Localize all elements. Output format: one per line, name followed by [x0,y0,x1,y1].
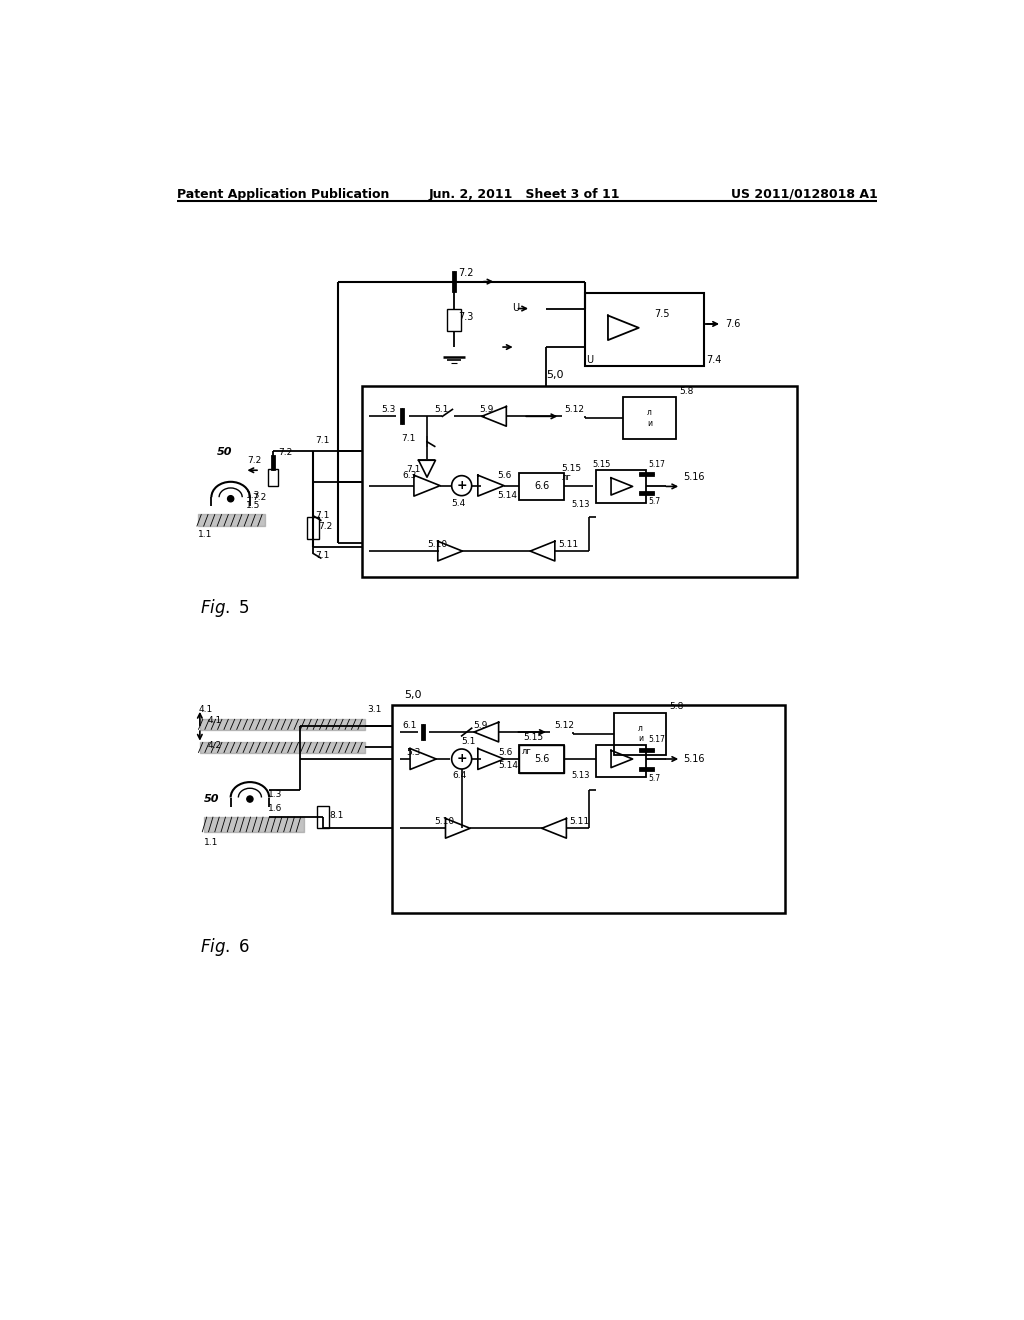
Bar [519,473,564,500]
Text: 5.13: 5.13 [571,500,590,510]
Text: 5.10: 5.10 [427,540,447,549]
Text: 6.4: 6.4 [453,771,467,780]
Text: 5.6: 5.6 [499,747,513,756]
Text: 7.1: 7.1 [315,552,330,560]
Text: 4.2: 4.2 [208,741,221,750]
Text: 5.10: 5.10 [435,817,455,826]
Text: 1.3: 1.3 [246,491,260,500]
Text: 5,0: 5,0 [547,370,564,380]
Bar [585,293,705,367]
Text: 5.17: 5.17 [648,459,665,469]
Text: $\mathit{Fig.}\ 5$: $\mathit{Fig.}\ 5$ [200,598,250,619]
Text: 5.6: 5.6 [535,754,550,764]
Text: Jun. 2, 2011   Sheet 3 of 11: Jun. 2, 2011 Sheet 3 of 11 [429,187,621,201]
Text: 3.1: 3.1 [368,705,382,714]
Text: 7.2: 7.2 [248,455,262,465]
Text: 7.6: 7.6 [725,319,740,329]
Text: 7.1: 7.1 [407,465,421,474]
Bar [519,744,564,774]
Circle shape [247,796,253,803]
Text: U: U [512,304,519,313]
Text: 50: 50 [217,447,232,457]
Text: 5.13: 5.13 [571,771,590,780]
Text: 5.14: 5.14 [499,762,518,771]
Text: 1.1: 1.1 [199,529,213,539]
Text: л
и: л и [647,408,652,428]
Text: 5.16: 5.16 [683,755,705,764]
Bar [614,713,667,755]
Bar [624,397,676,440]
Text: 6.6: 6.6 [535,482,549,491]
Text: л
и: л и [638,723,643,743]
Text: 5.17: 5.17 [648,735,665,743]
Text: 7.3: 7.3 [459,313,474,322]
Bar [596,744,646,777]
Text: 5.14: 5.14 [497,491,517,500]
Text: 7.2: 7.2 [279,449,293,457]
Text: 5.15: 5.15 [562,463,582,473]
Bar [447,309,461,331]
Text: 50: 50 [204,793,219,804]
Text: 7.1: 7.1 [315,511,330,520]
Text: 1.3: 1.3 [267,789,282,799]
Text: +: + [457,752,467,766]
Text: 5.9: 5.9 [479,405,494,414]
Bar [392,705,785,913]
Text: 7.4: 7.4 [707,355,722,364]
Text: 5.7: 5.7 [648,775,660,783]
Bar [307,517,319,539]
Text: 5.3: 5.3 [381,405,395,414]
Text: 5.1: 5.1 [462,737,476,746]
Text: 5.11: 5.11 [559,540,579,549]
Text: 6.1: 6.1 [402,721,417,730]
Text: 7.2: 7.2 [458,268,473,277]
Text: 5.12: 5.12 [554,721,574,730]
Text: 5.15: 5.15 [523,733,544,742]
Text: 1.1: 1.1 [204,838,218,846]
Text: 5.1: 5.1 [435,405,450,414]
Text: 4.1: 4.1 [199,705,213,714]
Text: 1.5: 1.5 [246,502,260,510]
Text: 7.5: 7.5 [654,309,670,318]
Text: 5.4: 5.4 [452,499,466,508]
Text: 5.16: 5.16 [683,471,705,482]
Bar [519,744,564,774]
Text: 5,0: 5,0 [403,690,422,700]
Text: 6.3: 6.3 [402,471,417,480]
Bar [361,385,797,577]
Text: лг: лг [562,473,571,482]
Text: 5.9: 5.9 [473,721,487,730]
Text: $\mathit{Fig.}\ 6$: $\mathit{Fig.}\ 6$ [200,936,250,958]
Text: 5.3: 5.3 [407,747,421,756]
Text: 5.12: 5.12 [564,405,584,414]
Text: 5.7: 5.7 [648,498,660,506]
Text: 5.15: 5.15 [593,459,611,469]
Text: 5.8: 5.8 [679,387,693,396]
Text: 7.1: 7.1 [315,436,330,445]
Text: 4.1: 4.1 [208,715,222,725]
Text: Patent Application Publication: Patent Application Publication [177,187,389,201]
Text: 5.8: 5.8 [670,702,684,711]
Text: 7.1: 7.1 [401,434,416,444]
Text: 5.11: 5.11 [569,817,590,826]
Bar [268,469,278,486]
Text: 1.6: 1.6 [267,804,282,813]
Bar [596,470,646,503]
Bar [316,807,330,828]
Text: 7.2: 7.2 [318,521,333,531]
Text: 7.2: 7.2 [252,492,266,502]
Circle shape [227,495,233,502]
Text: US 2011/0128018 A1: US 2011/0128018 A1 [731,187,878,201]
Text: 5.6: 5.6 [497,471,511,480]
Text: 8.1: 8.1 [330,812,344,820]
Text: лг: лг [521,747,531,756]
Text: +: + [457,479,467,492]
Text: U: U [587,355,594,364]
